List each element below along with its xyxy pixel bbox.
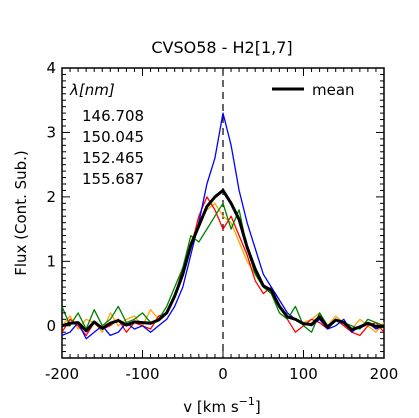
- y-tick-labels: 0 1 2 3 4: [46, 59, 56, 335]
- x-tick-label: -200: [45, 365, 79, 383]
- y-tick-label: 3: [46, 123, 56, 141]
- x-tick-label: -100: [125, 365, 159, 383]
- x-axis-label-main: v [km s: [183, 398, 239, 416]
- y-tick-label: 2: [46, 188, 56, 206]
- legend-entry-146: 146.708: [82, 107, 144, 125]
- y-tick-label: 1: [46, 252, 56, 270]
- legend-heading: λ[nm]: [69, 81, 115, 99]
- y-tick-label: 0: [46, 317, 56, 335]
- plot-area: [61, 67, 385, 359]
- y-axis-label: Flux (Cont. Sub.): [12, 150, 30, 276]
- x-tick-labels: -200 -100 0 100 200: [45, 365, 398, 383]
- chart-title: CVSO58 - H2[1,7]: [151, 38, 292, 57]
- series-line-152-465: [61, 112, 385, 340]
- x-tick-label: 100: [289, 365, 318, 383]
- legend-entry-155: 155.687: [82, 170, 144, 188]
- legend-wavelengths: λ[nm] 146.708 150.045 152.465 155.687: [69, 81, 144, 188]
- legend-mean-label: mean: [312, 81, 355, 99]
- x-tick-label: 0: [218, 365, 228, 383]
- legend-entry-152: 152.465: [82, 149, 144, 167]
- legend-mean: mean: [272, 81, 355, 99]
- x-axis-label-exponent: −1: [239, 395, 255, 408]
- series-layer: [61, 112, 385, 340]
- x-tick-label: 200: [370, 365, 399, 383]
- legend-entry-150: 150.045: [82, 128, 144, 146]
- ticks-layer: [61, 67, 385, 359]
- series-line-mean: [61, 188, 384, 333]
- y-tick-label: 4: [46, 59, 56, 77]
- x-axis-label-bracket: ]: [255, 398, 261, 416]
- x-axis-label: v [km s−1]: [183, 395, 260, 416]
